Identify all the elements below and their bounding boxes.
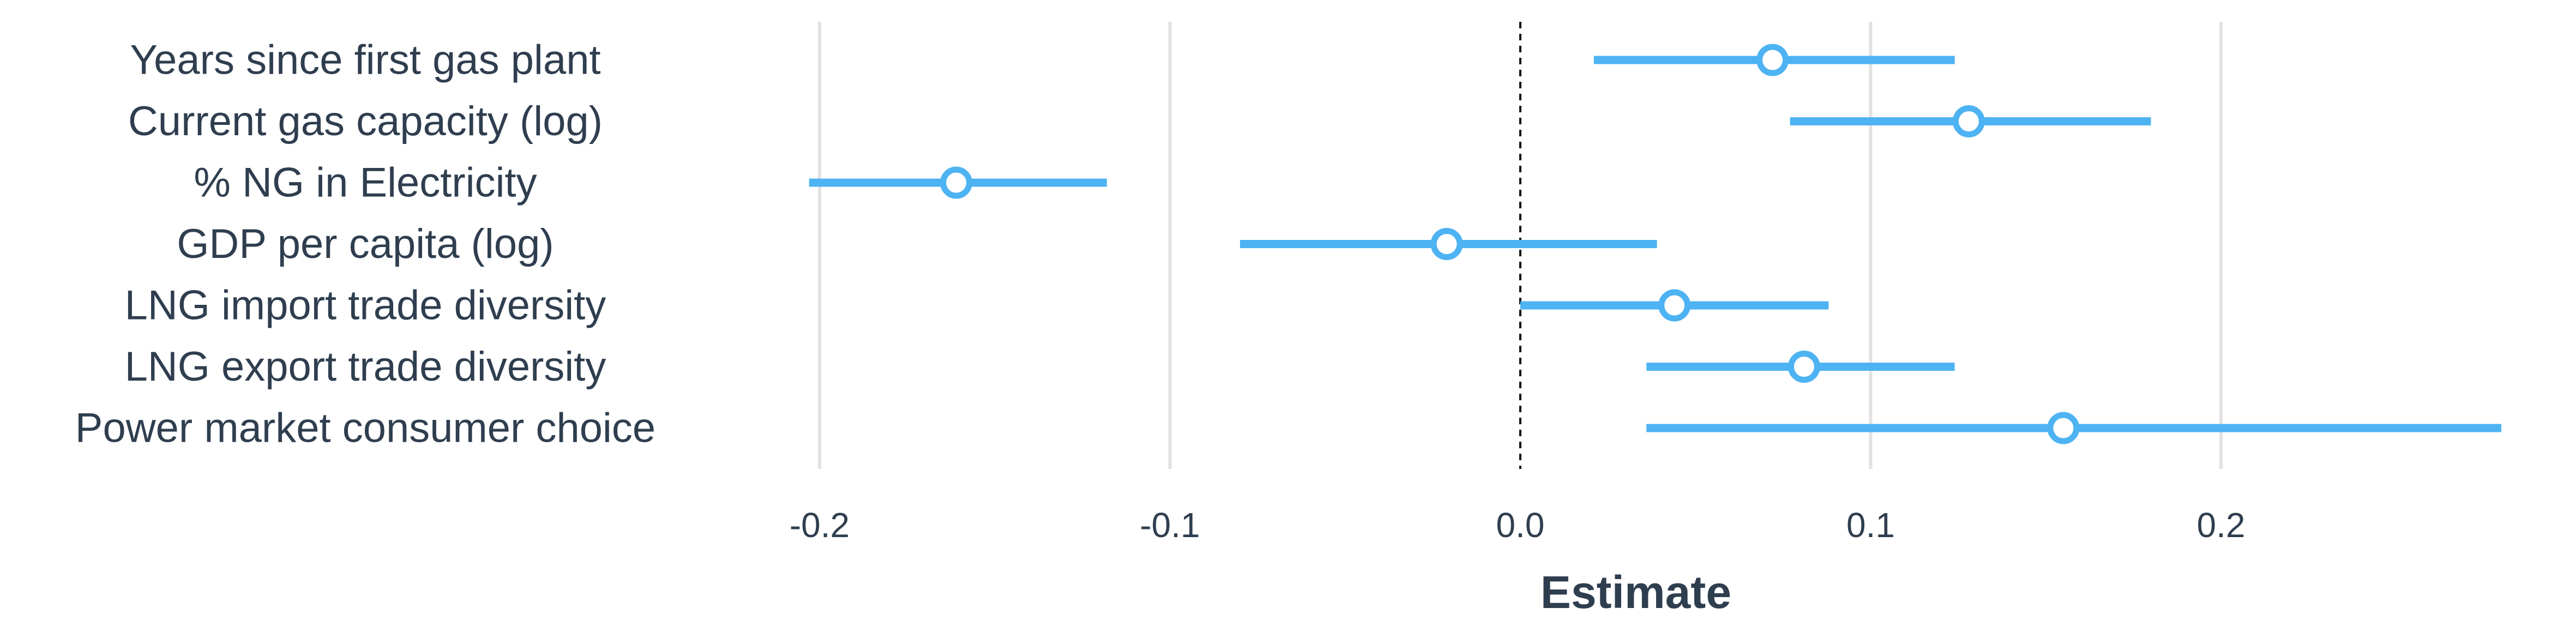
x-tick-label: 0.1 — [1846, 505, 1895, 545]
y-category-label: GDP per capita (log) — [177, 221, 553, 267]
estimate-points — [940, 44, 2080, 444]
grid-layer — [818, 22, 2223, 469]
estimate-point — [1787, 351, 1820, 383]
estimate-point — [940, 166, 973, 199]
x-axis-title: Estimate — [1540, 567, 1731, 618]
y-category-label: % NG in Electricity — [194, 160, 537, 206]
x-tick-label: -0.2 — [790, 505, 850, 545]
y-category-label: LNG export trade diversity — [125, 344, 606, 390]
y-category-label: Current gas capacity (log) — [128, 98, 603, 145]
x-axis-ticks: -0.2 -0.1 0.0 0.1 0.2 — [790, 505, 2246, 545]
estimate-point — [1952, 105, 1985, 137]
y-category-label: Years since first gas plant — [130, 37, 600, 83]
x-tick-label: 0.2 — [2197, 505, 2246, 545]
x-tick-label: 0.0 — [1496, 505, 1545, 545]
x-tick-label: -0.1 — [1140, 505, 1200, 545]
confidence-intervals — [809, 56, 2501, 432]
estimate-point — [1658, 289, 1691, 322]
y-category-label: Power market consumer choice — [75, 405, 655, 452]
y-axis-labels: Years since first gas plant Current gas c… — [75, 37, 655, 452]
estimate-point — [1430, 228, 1463, 260]
estimate-point — [1756, 44, 1789, 76]
estimate-point — [2047, 412, 2080, 444]
y-category-label: LNG import trade diversity — [125, 282, 606, 329]
